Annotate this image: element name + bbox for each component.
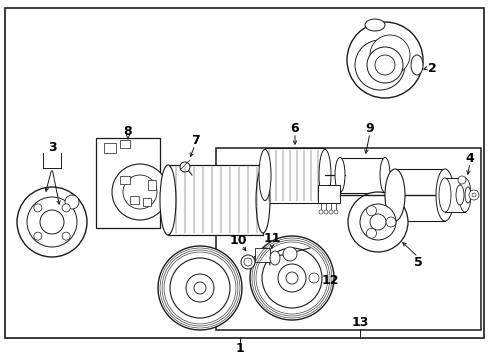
Circle shape xyxy=(319,210,323,214)
Ellipse shape xyxy=(160,165,176,235)
Circle shape xyxy=(278,264,306,292)
Text: 2: 2 xyxy=(428,62,437,75)
Circle shape xyxy=(367,47,403,83)
Text: 5: 5 xyxy=(414,256,422,269)
Circle shape xyxy=(367,206,376,216)
Text: 12: 12 xyxy=(321,274,339,287)
Circle shape xyxy=(370,214,386,230)
Circle shape xyxy=(250,236,334,320)
Bar xyxy=(255,248,270,262)
Text: 7: 7 xyxy=(191,134,199,147)
Circle shape xyxy=(324,210,328,214)
Circle shape xyxy=(355,40,405,90)
Ellipse shape xyxy=(465,187,471,203)
Ellipse shape xyxy=(385,169,405,221)
Bar xyxy=(318,185,340,203)
Circle shape xyxy=(17,187,87,257)
Text: 6: 6 xyxy=(291,122,299,135)
Circle shape xyxy=(40,210,64,234)
Circle shape xyxy=(283,247,297,261)
Bar xyxy=(340,158,385,193)
Ellipse shape xyxy=(319,149,331,201)
Circle shape xyxy=(112,164,168,220)
Circle shape xyxy=(329,210,333,214)
Circle shape xyxy=(386,217,396,227)
Circle shape xyxy=(347,22,423,98)
Circle shape xyxy=(170,258,230,318)
Circle shape xyxy=(180,162,190,172)
Bar xyxy=(104,143,116,153)
Ellipse shape xyxy=(459,178,471,212)
Circle shape xyxy=(286,272,298,284)
Ellipse shape xyxy=(411,55,423,75)
Ellipse shape xyxy=(270,251,280,265)
Circle shape xyxy=(34,232,42,240)
Circle shape xyxy=(65,195,79,209)
Circle shape xyxy=(123,175,157,209)
Circle shape xyxy=(62,232,70,240)
Bar xyxy=(216,148,481,330)
Circle shape xyxy=(309,273,319,283)
Ellipse shape xyxy=(456,185,464,205)
Ellipse shape xyxy=(365,19,385,31)
Text: 4: 4 xyxy=(466,152,474,165)
Text: 1: 1 xyxy=(236,342,245,355)
Circle shape xyxy=(472,193,476,197)
Text: 11: 11 xyxy=(263,231,281,244)
Circle shape xyxy=(194,282,206,294)
Circle shape xyxy=(158,246,242,330)
Circle shape xyxy=(370,35,410,75)
Circle shape xyxy=(334,210,338,214)
Bar xyxy=(395,169,445,221)
Text: 13: 13 xyxy=(351,315,368,328)
Bar xyxy=(143,198,151,206)
Circle shape xyxy=(262,248,322,308)
Bar xyxy=(148,180,156,190)
Ellipse shape xyxy=(436,169,454,221)
Bar xyxy=(96,138,160,228)
Circle shape xyxy=(186,274,214,302)
Ellipse shape xyxy=(259,149,271,201)
Bar xyxy=(130,196,139,204)
Circle shape xyxy=(34,204,42,212)
Text: 3: 3 xyxy=(48,140,56,153)
Ellipse shape xyxy=(439,178,451,212)
Circle shape xyxy=(458,176,466,184)
Ellipse shape xyxy=(256,167,270,233)
Circle shape xyxy=(375,55,395,75)
Bar xyxy=(445,178,465,212)
Bar xyxy=(168,165,263,235)
Bar xyxy=(265,148,325,203)
Circle shape xyxy=(244,258,252,266)
Bar xyxy=(120,176,130,184)
Text: 9: 9 xyxy=(366,122,374,135)
Circle shape xyxy=(241,255,255,269)
Circle shape xyxy=(360,204,396,240)
Ellipse shape xyxy=(380,158,390,193)
Text: 8: 8 xyxy=(123,125,132,138)
Ellipse shape xyxy=(335,158,345,193)
Bar xyxy=(120,140,130,148)
Circle shape xyxy=(62,204,70,212)
Text: 10: 10 xyxy=(229,234,247,247)
Circle shape xyxy=(27,197,77,247)
Circle shape xyxy=(469,190,479,200)
Circle shape xyxy=(348,192,408,252)
Circle shape xyxy=(367,228,376,238)
